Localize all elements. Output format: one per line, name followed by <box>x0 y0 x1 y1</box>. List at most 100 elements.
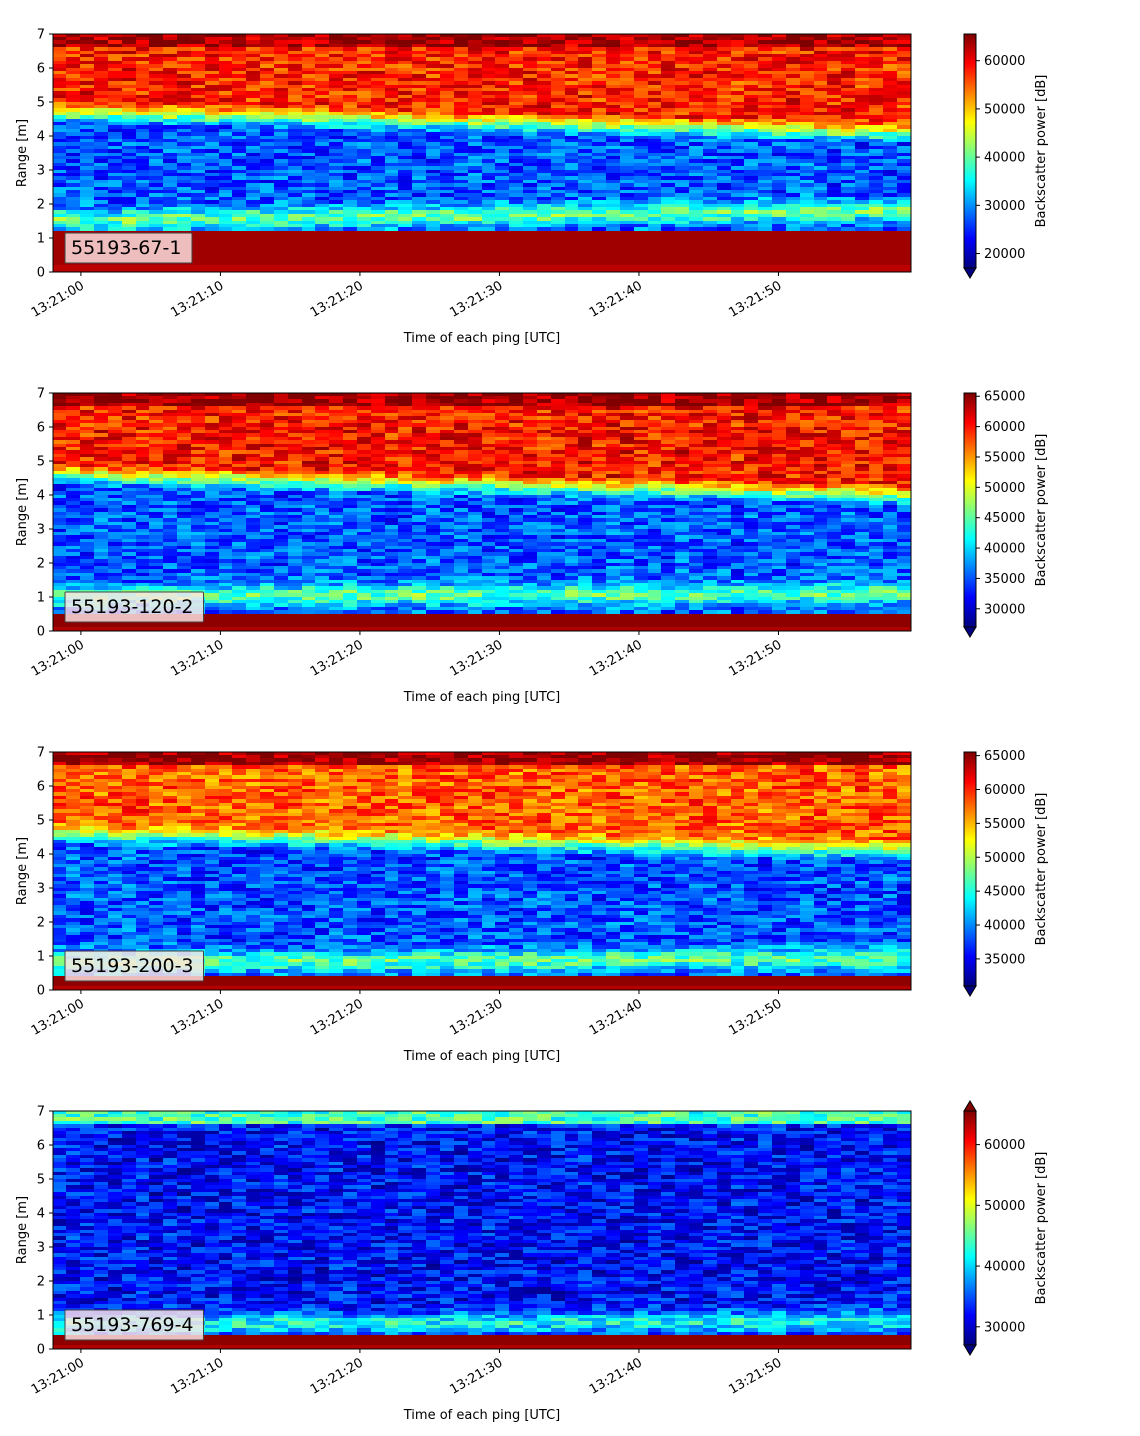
colorbar <box>964 1111 976 1345</box>
colorbar <box>964 752 976 986</box>
axes-overlay: 0 1 2 3 4 5 6 7 Range [m] 13:21:00 13:21:10 13:21:2… <box>15 1100 1049 1423</box>
colorbar-frame <box>963 1110 977 1346</box>
y-tick-label: 6 <box>37 421 45 436</box>
y-tick-label: 1 <box>37 232 45 247</box>
y-tick-label: 5 <box>37 814 45 829</box>
y-tick-label: 2 <box>37 198 45 213</box>
colorbar-min-extension <box>963 267 977 279</box>
y-tick-label: 5 <box>37 1173 45 1188</box>
y-axis-label: Range [m] <box>15 1196 30 1264</box>
y-tick-label: 3 <box>37 523 45 538</box>
panel-label-text: 55193-67-1 <box>71 237 181 259</box>
panel-label: 55193-67-1 <box>64 232 193 264</box>
colorbar-tick-label: 60000 <box>984 1138 1025 1153</box>
x-tick-label: 13:21:20 <box>308 996 366 1038</box>
colorbar-tick-label: 55000 <box>984 817 1025 832</box>
y-tick-label: 6 <box>37 62 45 77</box>
colorbar-tick-label: 35000 <box>984 572 1025 587</box>
panel-label: 55193-200-3 <box>64 950 204 982</box>
panel-label-text: 55193-120-2 <box>71 596 194 618</box>
panel-label-box <box>64 232 193 264</box>
colorbar-label: Backscatter power [dB] <box>1034 1152 1049 1305</box>
colorbar-tick-label: 40000 <box>984 919 1025 934</box>
x-tick-label: 13:21:50 <box>726 637 784 679</box>
colorbar-tick-label: 50000 <box>984 1199 1025 1214</box>
colorbar-frame <box>963 751 977 987</box>
y-tick-label: 5 <box>37 96 45 111</box>
x-tick-label: 13:21:10 <box>168 1355 226 1397</box>
x-tick-label: 13:21:00 <box>29 1355 87 1397</box>
x-tick-label: 13:21:50 <box>726 996 784 1038</box>
colorbar-tick-label: 60000 <box>984 783 1025 798</box>
panel-label: 55193-120-2 <box>64 591 204 623</box>
x-tick-label: 13:21:20 <box>308 637 366 679</box>
colorbar-label: Backscatter power [dB] <box>1034 793 1049 946</box>
colorbar-tick-label: 35000 <box>984 952 1025 967</box>
y-tick-label: 6 <box>37 780 45 795</box>
y-tick-label: 4 <box>37 130 45 145</box>
colorbar-tick-label: 40000 <box>984 1260 1025 1275</box>
y-tick-label: 7 <box>37 387 45 402</box>
y-tick-label: 3 <box>37 882 45 897</box>
y-tick-label: 0 <box>37 266 45 281</box>
colorbar-tick-label: 65000 <box>984 749 1025 764</box>
y-tick-label: 1 <box>37 1309 45 1324</box>
echogram-heatmap <box>53 1111 911 1349</box>
colorbar-tick-label: 55000 <box>984 450 1025 465</box>
y-tick-label: 0 <box>37 1343 45 1358</box>
x-tick-label: 13:21:10 <box>168 996 226 1038</box>
y-tick-label: 4 <box>37 1207 45 1222</box>
x-tick-label: 13:21:30 <box>447 637 505 679</box>
panel-label: 55193-769-4 <box>64 1309 204 1341</box>
x-axis-label: Time of each ping [UTC] <box>403 1049 561 1064</box>
colorbar-frame <box>963 33 977 269</box>
panel-label-text: 55193-769-4 <box>71 1314 194 1336</box>
y-axis-label: Range [m] <box>15 478 30 546</box>
axes-frame <box>52 751 912 991</box>
y-tick-label: 3 <box>37 164 45 179</box>
colorbar <box>964 34 976 268</box>
colorbar-tick-label: 45000 <box>984 511 1025 526</box>
x-axis-label: Time of each ping [UTC] <box>403 690 561 705</box>
y-tick-label: 0 <box>37 984 45 999</box>
colorbar-min-extension <box>963 626 977 638</box>
y-tick-label: 7 <box>37 28 45 43</box>
y-tick-label: 4 <box>37 848 45 863</box>
x-tick-label: 13:21:00 <box>29 996 87 1038</box>
y-tick-label: 4 <box>37 489 45 504</box>
colorbar-tick-label: 60000 <box>984 54 1025 69</box>
x-tick-label: 13:21:00 <box>29 278 87 320</box>
y-tick-label: 2 <box>37 1275 45 1290</box>
y-tick-label: 0 <box>37 625 45 640</box>
x-tick-label: 13:21:00 <box>29 637 87 679</box>
colorbar-label: Backscatter power [dB] <box>1034 434 1049 587</box>
colorbar-max-extension <box>963 1100 977 1112</box>
y-tick-label: 1 <box>37 591 45 606</box>
panel-label-box <box>64 1309 204 1341</box>
axes-frame <box>52 392 912 632</box>
axes-frame <box>52 1110 912 1350</box>
x-tick-label: 13:21:40 <box>587 637 645 679</box>
echogram-panel-4: 0 1 2 3 4 5 6 7 Range [m] 13:21:00 13:21:10 13:21:2… <box>0 1077 1140 1436</box>
x-tick-label: 13:21:50 <box>726 278 784 320</box>
echogram-heatmap <box>53 393 911 631</box>
colorbar-tick-label: 50000 <box>984 481 1025 496</box>
x-tick-label: 13:21:40 <box>587 996 645 1038</box>
x-tick-label: 13:21:30 <box>447 996 505 1038</box>
echogram-heatmap <box>53 34 911 272</box>
colorbar-tick-label: 65000 <box>984 390 1025 405</box>
x-tick-label: 13:21:20 <box>308 1355 366 1397</box>
x-tick-label: 13:21:20 <box>308 278 366 320</box>
panel-label-box <box>64 591 204 623</box>
axes-overlay: 0 1 2 3 4 5 6 7 Range [m] 13:21:00 13:21:10 13:21:2… <box>15 746 1049 1065</box>
colorbar-tick-label: 30000 <box>984 1320 1025 1335</box>
x-axis-label: Time of each ping [UTC] <box>403 331 561 346</box>
y-axis-label: Range [m] <box>15 119 30 187</box>
x-tick-label: 13:21:30 <box>447 278 505 320</box>
colorbar-tick-label: 50000 <box>984 102 1025 117</box>
colorbar-tick-label: 50000 <box>984 851 1025 866</box>
x-tick-label: 13:21:30 <box>447 1355 505 1397</box>
y-tick-label: 5 <box>37 455 45 470</box>
y-tick-label: 7 <box>37 1105 45 1120</box>
colorbar-tick-label: 30000 <box>984 602 1025 617</box>
